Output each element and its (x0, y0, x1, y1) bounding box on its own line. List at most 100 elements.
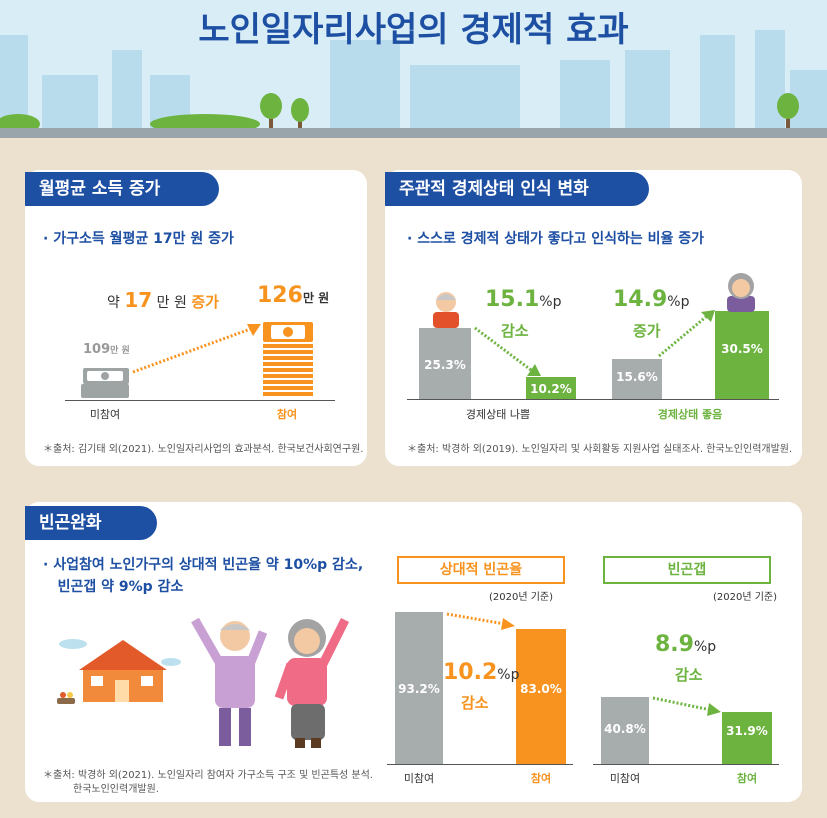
building (330, 40, 400, 130)
ground-strip (0, 128, 827, 138)
baseline (387, 764, 573, 765)
bullet-text: 사업참여 노인가구의 상대적 빈곤율 약 (53, 557, 284, 573)
label-text: 만 원 (156, 295, 192, 311)
change-number: 15.1 (485, 287, 540, 312)
label-bad: 경제상태 나쁨 (465, 408, 531, 421)
baseline (593, 764, 779, 765)
bullet-number: 9%p (118, 579, 153, 595)
bullet-text: 스스로 경제적 상태가 좋다고 인식하는 (417, 231, 648, 247)
building (625, 50, 670, 130)
elderly-couple-illustration (57, 617, 350, 748)
building (560, 60, 610, 130)
bush-icon (0, 114, 40, 130)
bar-label: 25.3% (424, 358, 466, 372)
increase-arrow-icon (132, 324, 261, 374)
bullet-number: 17 (153, 231, 173, 247)
gap-change: 8.9%p (655, 632, 716, 657)
change-unit: %p (693, 639, 717, 655)
tree-icon (291, 98, 309, 130)
change-unit: %p (539, 294, 562, 310)
decrease-arrow-icon (652, 696, 721, 716)
poverty-panel: 빈곤완화 · 사업참여 노인가구의 상대적 빈곤율 약 10%p 감소, 빈곤갭… (25, 502, 802, 802)
label-before: 미참여 (403, 772, 435, 785)
page-title: 노인일자리사업의 경제적 효과 (198, 10, 629, 50)
grandfather-icon (433, 292, 459, 328)
bar-rate-before (395, 612, 443, 764)
bar-gap-before (601, 697, 649, 764)
rate-title: 상대적 빈곤율 (397, 556, 565, 584)
good-change: 14.9%p (613, 287, 689, 312)
label-after: 참여 (530, 772, 552, 785)
source-note: ＊출처: 박경하 외(2019). 노인일자리 및 사회활동 지원사업 실태조사… (407, 444, 793, 455)
change-number: 8.9 (655, 632, 694, 657)
poverty-bullet: · 사업참여 노인가구의 상대적 빈곤율 약 10%p 감소, 빈곤갭 약 9%… (43, 557, 364, 595)
value-unit: 만 원 (110, 346, 130, 356)
bar-good-after (715, 311, 769, 399)
label-good: 경제상태 좋음 (657, 408, 723, 421)
perception-panel: 주관적 경제상태 인식 변화 · 스스로 경제적 상태가 좋다고 인식하는 비율… (385, 170, 802, 466)
label-before: 미참여 (89, 408, 121, 421)
bullet-text: 가구소득 월평균 (53, 231, 154, 247)
grandmother-icon (727, 273, 755, 312)
bad-word: 감소 (501, 322, 529, 340)
label-text: 약 (107, 295, 125, 311)
building (42, 75, 98, 130)
bar-label: 15.6% (616, 370, 658, 384)
source-note: 한국노인인력개발원. (73, 784, 159, 795)
rate-word: 감소 (461, 694, 489, 712)
bar-label: 93.2% (398, 682, 440, 696)
source-note: ＊출처: 김기태 외(2021). 노인일자리사업의 효과분석. 한국보건사회연… (43, 444, 364, 455)
gap-title: 빈곤갭 (603, 556, 771, 584)
tree-icon (777, 93, 799, 130)
before-value: 109만 원 (83, 342, 130, 357)
value-unit: 만 원 (302, 291, 330, 305)
bar-gap-after (722, 712, 772, 764)
bar-label: 40.8% (604, 722, 646, 736)
bush-icon (150, 114, 260, 130)
label-after: 참여 (276, 408, 298, 421)
change-unit: %p (667, 294, 690, 310)
decrease-arrow-icon (474, 326, 541, 376)
building (112, 50, 142, 130)
value-number: 109 (83, 342, 111, 357)
header-banner: 노인일자리사업의 경제적 효과 (0, 0, 827, 138)
building (700, 35, 735, 130)
baseline (65, 400, 335, 401)
cash-stack-icon (81, 368, 129, 398)
cash-tower-icon (263, 322, 313, 396)
perception-bullet: · 스스로 경제적 상태가 좋다고 인식하는 비율 증가 (407, 231, 705, 247)
building (0, 35, 28, 130)
bullet-emphasis: 감소 (152, 579, 184, 595)
bullet-emphasis: 증가 (208, 231, 234, 247)
income-panel: 월평균 소득 증가 · 가구소득 월평균 17만 원 증가 약 17 만 원 증… (25, 170, 367, 466)
bullet-number: 10%p (283, 557, 328, 573)
tree-icon (260, 93, 282, 130)
decrease-arrow-icon (446, 612, 515, 630)
perception-tag: 주관적 경제상태 인식 변화 (385, 172, 649, 206)
label-after: 참여 (736, 772, 758, 785)
baseline (407, 399, 779, 400)
income-bullet: · 가구소득 월평균 17만 원 증가 (43, 231, 234, 247)
bar-label: 31.9% (726, 724, 768, 738)
poverty-tag: 빈곤완화 (25, 506, 157, 540)
after-value: 126만 원 (257, 283, 329, 308)
bullet-emphasis: 비율 증가 (647, 231, 705, 247)
bar-label: 30.5% (721, 342, 763, 356)
bullet-text: 빈곤갭 약 (57, 579, 119, 595)
change-unit: %p (497, 667, 520, 683)
increase-label: 약 17 만 원 증가 (107, 288, 219, 312)
increase-arrow-icon (658, 310, 715, 358)
bar-rate-after (516, 629, 566, 764)
income-tag: 월평균 소득 증가 (25, 172, 219, 206)
bar-label: 10.2% (530, 382, 572, 396)
change-number: 14.9 (613, 287, 668, 312)
bar-label: 83.0% (520, 682, 562, 696)
increase-number: 17 (124, 288, 153, 312)
bullet-text: 만 원 (172, 231, 209, 247)
bar-bad-before (419, 328, 471, 399)
bar-good-before (612, 359, 662, 399)
source-note: ＊출처: 박경하 외(2021). 노인일자리 참여자 가구소득 구조 및 빈곤… (43, 770, 373, 781)
rate-base: (2020년 기준) (489, 592, 554, 603)
gap-word: 감소 (675, 666, 703, 684)
good-word: 증가 (633, 322, 661, 340)
